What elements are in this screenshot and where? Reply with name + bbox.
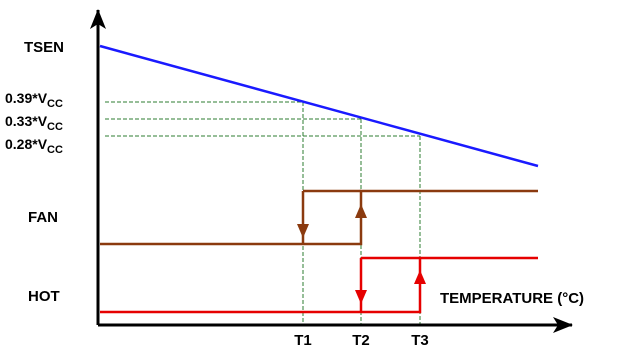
fan-trace [100,189,538,246]
guide-lines [105,101,421,325]
tsen-label: TSEN [24,39,64,56]
hot-down-arrow [355,290,367,304]
hot-up-arrow [414,270,426,284]
tsen-line [99,44,539,168]
vcc-033-sub: CC [47,121,63,133]
t1-label: T1 [294,332,312,349]
hot-signal [100,256,538,314]
hot-label: HOT [28,288,60,305]
fan-label: FAN [28,209,58,226]
t3-label: T3 [411,332,429,349]
vcc-028-prefix: 0.28*V [5,136,48,152]
x-axis-label: TEMPERATURE (°C) [440,290,584,307]
vcc-028-label: 0.28*VCC [5,136,63,156]
fan-down-arrow [297,224,309,238]
vcc-039-label: 0.39*VCC [5,90,63,110]
fan-up-arrow [355,204,367,218]
vcc-033-prefix: 0.33*V [5,113,48,129]
hot-trace [100,256,538,314]
vcc-039-sub: CC [47,98,63,110]
vcc-039-prefix: 0.39*V [5,90,48,106]
axes [90,9,573,333]
vcc-033-label: 0.33*VCC [5,113,63,133]
fan-signal [100,189,538,246]
t2-label: T2 [352,332,370,349]
vcc-028-sub: CC [47,144,63,156]
